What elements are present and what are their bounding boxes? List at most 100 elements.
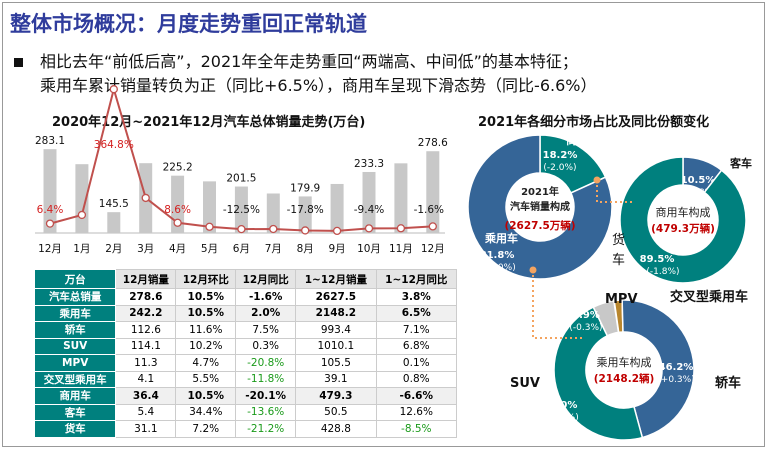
x-tick-label: 5月	[201, 243, 218, 255]
bar	[298, 196, 312, 233]
yoy-point	[237, 224, 246, 234]
table-cell: -6.6%	[375, 387, 458, 405]
table-row: 商用车 36.4 10.5% -20.1% 479.3 -6.6%	[33, 387, 458, 405]
table-cell: 6.8%	[375, 337, 458, 355]
table-row: 交叉型乘用车 4.1 5.5% -11.8% 39.1 0.8%	[33, 370, 458, 388]
slice-name: 货	[612, 232, 625, 248]
donut-slice	[621, 299, 695, 439]
table-header: 12月环比	[175, 269, 237, 289]
donut-center-label: 商用车构成	[656, 205, 711, 219]
page-title: 整体市场概况：月度走势重回正常轨道	[10, 12, 367, 36]
table-cell: 2148.2	[295, 304, 377, 322]
slice-value: 18.2%	[543, 150, 578, 161]
x-tick-label: 10月	[357, 243, 381, 255]
table-cell: 11.6%	[175, 321, 237, 339]
table-cell: 7.5%	[235, 321, 297, 339]
table-cell: 3.8%	[375, 288, 458, 306]
table-cell: -21.2%	[235, 420, 297, 438]
table-cell: 50.5	[295, 403, 377, 421]
x-tick-label: 12月	[38, 243, 62, 255]
table-row: SUV 114.1 10.2% 0.3% 1010.1 6.8%	[33, 337, 458, 355]
bar-label: 283.1	[35, 135, 65, 147]
bullet-line: 乘用车累计销量转负为正（同比+6.5%），商用车呈现下滑态势（同比-6.6%）	[40, 76, 597, 95]
table-row: 货车 31.1 7.2% -21.2% 428.8 -8.5%	[33, 420, 458, 438]
table-cell: 11.3	[115, 354, 177, 372]
sales-table: 万台 12月销量 12月环比 12月同比 1~12月销量 1~12月同比 汽车总销量 278.…	[33, 269, 458, 438]
table-cell: 428.8	[295, 420, 377, 438]
table-header: 12月同比	[235, 269, 297, 289]
bar-label: 225.2	[163, 162, 193, 174]
table-cell: 5.4	[115, 403, 177, 421]
slice-value: 81.8%	[480, 250, 515, 261]
donut-center-label: 乘用车构成	[597, 355, 652, 369]
donut-center-total: (479.3万辆)	[651, 222, 715, 235]
bar	[330, 183, 344, 233]
table-cell: 汽车总销量	[33, 288, 117, 306]
bullet-icon	[14, 58, 23, 67]
yoy-point	[301, 226, 310, 235]
yoy-label: -17.8%	[287, 204, 324, 216]
bar	[43, 149, 57, 233]
yoy-label: -12.5%	[223, 204, 260, 216]
bar-label: 145.5	[99, 198, 129, 210]
bar	[171, 175, 185, 233]
x-tick-label: 4月	[169, 243, 186, 255]
yoy-point	[205, 222, 214, 231]
slice-name: 交叉型乘用车	[670, 289, 748, 305]
bar-label: 201.5	[226, 173, 256, 185]
connector-line	[596, 180, 635, 203]
table-cell: 10.5%	[175, 288, 237, 306]
bullet-text: 相比去年“前低后高”，2021年全年走势重回“两端高、中间低”的基本特征； 乘用…	[14, 50, 764, 98]
table-cell: 0.1%	[375, 354, 458, 372]
slice-change: (-2.0%)	[543, 163, 576, 173]
bar	[394, 163, 408, 233]
yoy-point	[332, 226, 342, 236]
table-cell: 105.5	[295, 354, 377, 372]
slice-change: (+1.8%)	[679, 188, 716, 198]
table-cell: 7.1%	[375, 321, 458, 339]
yoy-point	[173, 218, 182, 227]
slice-name: 商用车	[566, 133, 599, 147]
table-cell: SUV	[33, 337, 117, 355]
slice-value: 10.5%	[681, 175, 716, 186]
table-cell: 10.2%	[175, 337, 237, 355]
bar	[234, 186, 248, 233]
table-header: 12月销量	[115, 269, 177, 289]
table-cell: 479.3	[295, 387, 377, 405]
yoy-label: -1.6%	[414, 204, 444, 216]
yoy-label: -9.4%	[354, 204, 384, 216]
x-tick-label: 1月	[73, 243, 90, 255]
bar	[107, 212, 121, 233]
table-cell: 商用车	[33, 387, 117, 405]
table-cell: 4.1	[115, 370, 177, 388]
table-cell: -20.1%	[235, 387, 297, 405]
table-cell: -13.6%	[235, 403, 297, 421]
donut-slice	[467, 134, 613, 280]
table-cell: MPV	[33, 354, 117, 372]
table-row: 汽车总销量 278.6 10.5% -1.6% 2627.5 3.8%	[33, 288, 458, 306]
table-cell: 112.6	[115, 321, 177, 339]
table-cell: 0.8%	[375, 370, 458, 388]
table-cell: 36.4	[115, 387, 177, 405]
slice-value: 47.0%	[543, 400, 578, 411]
slice-value: 46.2%	[659, 362, 694, 373]
table-row: 轿车 112.6 11.6% 7.5% 993.4 7.1%	[33, 321, 458, 339]
slice-name: 轿车	[715, 375, 741, 391]
bar-label: 278.6	[418, 137, 448, 149]
x-tick-label: 8月	[297, 243, 314, 255]
yoy-point	[428, 222, 437, 231]
bar	[362, 171, 376, 233]
slice-change: (+2.0%)	[478, 263, 515, 273]
table-row: MPV 11.3 4.7% -20.8% 105.5 0.1%	[33, 354, 458, 372]
table-cell: 39.1	[295, 370, 377, 388]
slice-change: (+0.1%)	[541, 413, 578, 423]
table-cell: 12.6%	[375, 403, 458, 421]
table-cell: 1010.1	[295, 337, 377, 355]
slice-name: 客车	[729, 156, 752, 170]
slice-name: 车	[612, 252, 625, 268]
bar-label: 179.9	[290, 182, 320, 194]
table-cell: 交叉型乘用车	[33, 370, 117, 388]
table-header: 1~12月销量	[295, 269, 377, 289]
table-cell: 10.5%	[175, 387, 237, 405]
